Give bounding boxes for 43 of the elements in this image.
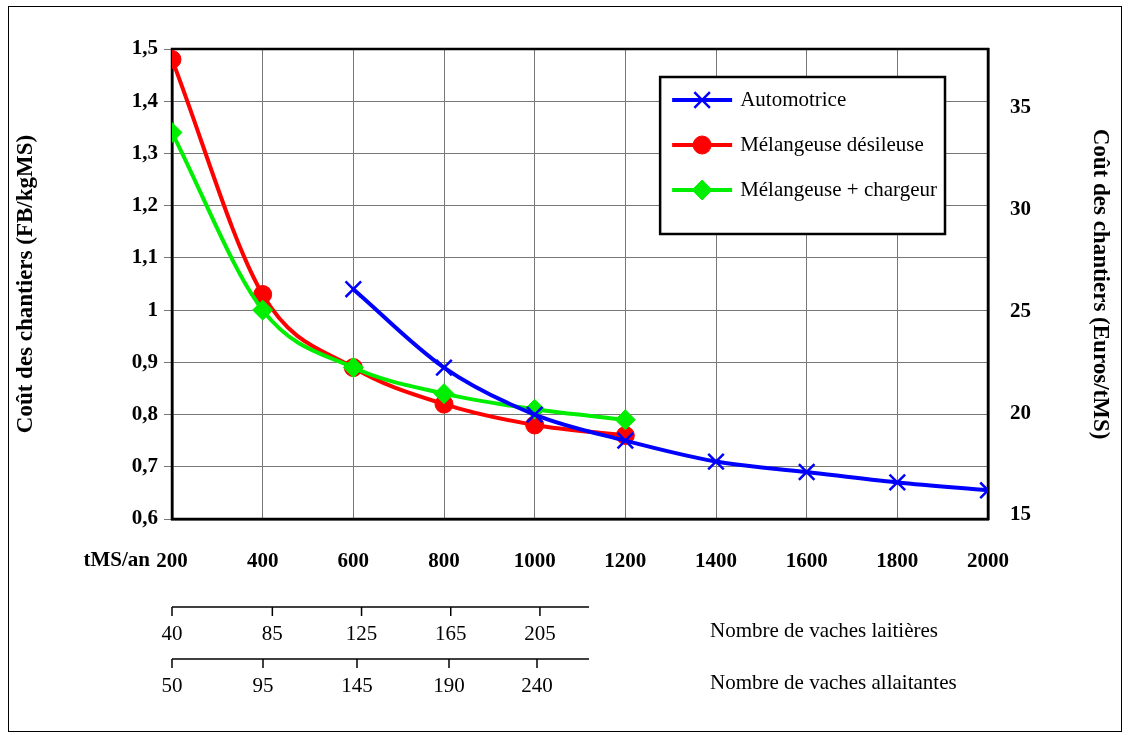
y-tick-label: 1,4 [131,87,159,112]
y2-tick-label: 15 [1010,501,1031,526]
x-tick-label: 1800 [876,548,919,573]
text: 240 [521,673,553,698]
y-tick-label: 1,1 [131,244,158,269]
y-tick-label: 0,7 [131,453,158,478]
y-tick-label: 1 [147,296,158,321]
x-tick-label: 400 [246,548,279,573]
x2-tick-label: 40 [161,621,183,646]
x-axis-title: tMS/an [83,547,151,572]
text: 145 [341,673,373,698]
text: 190 [433,673,465,698]
x2-tick-label: 125 [345,621,378,646]
y2-tick-label: 35 [1010,94,1031,119]
y-tick-label: 0,9 [131,348,158,373]
y2-tick-label: 20 [1010,399,1031,424]
text: Nombre de vaches allaitantes [710,669,957,694]
x2-axis-title: Nombre de vaches laitières [710,617,938,642]
y-tick-label: 0,8 [131,400,158,425]
y2-tick-label: 30 [1010,196,1031,221]
x2-tick-label: 165 [434,621,467,646]
text: 50 [161,673,183,698]
x2-tick-label: 85 [261,621,283,646]
legend-label: Automotrice [740,86,847,111]
y-tick-label: 1,2 [131,192,158,217]
y2-axis-title: Coût des chantiers (Euros/tMS) [1089,128,1115,440]
x-tick-label: 200 [156,548,188,573]
x2-tick-label: 205 [524,621,556,646]
legend-label: Mélangeuse désileuse [740,131,924,156]
y-tick-label: 1,3 [131,139,158,164]
x-tick-label: 2000 [967,548,1009,573]
x-tick-label: 600 [337,548,370,573]
x-tick-label: 1200 [604,548,647,573]
x-tick-label: 1000 [513,548,556,573]
x-tick-label: 800 [428,548,460,573]
y2-tick-label: 25 [1010,297,1031,322]
y-tick-label: 1,5 [131,35,158,60]
y-tick-label: 0,6 [131,505,158,530]
x-tick-label: 1400 [695,548,737,573]
legend-label: Mélangeuse + chargeur [740,176,938,201]
y-axis-title: Coût des chantiers (FB/kgMS) [11,134,37,434]
x-tick-label: 1600 [785,548,828,573]
text: 95 [252,673,274,698]
